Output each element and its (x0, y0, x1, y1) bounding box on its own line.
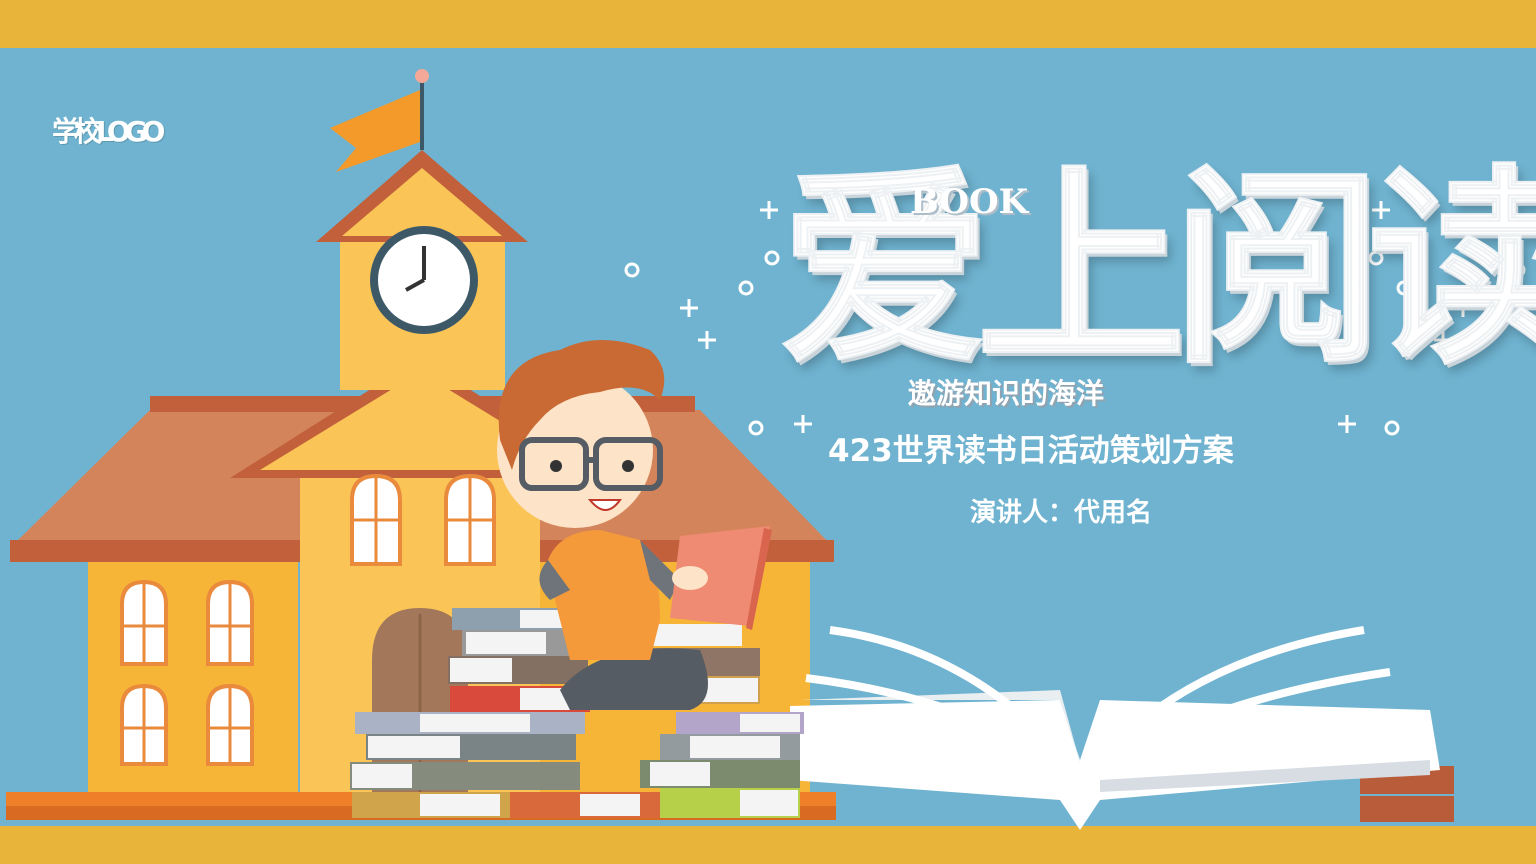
book-stack (350, 608, 804, 818)
book-label: BOOK (910, 182, 1029, 222)
sparkle-icon (680, 201, 1472, 433)
window-bars (122, 478, 494, 764)
hero-title: 爱上阅读 (779, 147, 1536, 392)
clock-icon (370, 226, 478, 334)
flag-icon (330, 69, 429, 172)
event-title: 423世界读书日活动策划方案 (828, 433, 1234, 469)
bottom-band (0, 826, 1536, 864)
open-book (790, 626, 1454, 830)
speaker-label: 演讲人：代用名 (970, 498, 1153, 528)
reading-boy (497, 340, 772, 710)
school-logo: 学校LOGO (52, 115, 165, 148)
ring-icon (624, 250, 1526, 436)
hero-subtitle: 遨游知识的海洋 (908, 377, 1105, 410)
top-band (0, 0, 1536, 48)
